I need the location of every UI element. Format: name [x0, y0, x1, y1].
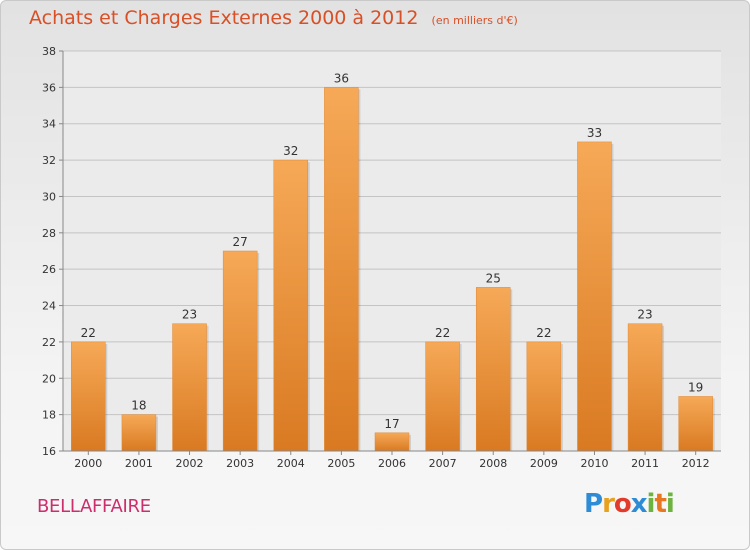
x-tick-label-2003: 2003	[226, 457, 254, 470]
data-label-2001: 18	[131, 399, 146, 413]
y-tick-label: 24	[42, 300, 56, 313]
y-tick-label: 18	[42, 409, 56, 422]
bar-2007	[425, 341, 460, 452]
data-label-2009: 22	[536, 326, 551, 340]
bar-2009	[526, 341, 562, 452]
x-tick-label-2012: 2012	[682, 457, 710, 470]
plot-area	[63, 51, 721, 451]
x-tick-label-2000: 2000	[74, 457, 102, 470]
data-label-2003: 27	[233, 235, 248, 249]
y-tick-label: 16	[42, 445, 56, 458]
bar-2006	[374, 432, 410, 452]
bar-2005	[324, 87, 359, 452]
x-tick-label-2010: 2010	[580, 457, 608, 470]
bar-2003	[222, 250, 258, 452]
y-tick-label: 38	[42, 45, 56, 58]
y-axis: 16 18 20 22 24 26 28 30 32 34 36 38	[42, 45, 64, 458]
bar-2000	[71, 341, 106, 452]
data-label-2011: 23	[637, 308, 652, 322]
y-tick-label: 20	[42, 372, 56, 385]
bar-2011	[627, 323, 663, 452]
x-tick-label-2002: 2002	[176, 457, 204, 470]
bar-2004	[273, 159, 309, 452]
proxiti-logo[interactable]: Proxiti	[584, 489, 675, 519]
y-tick-label: 36	[42, 81, 56, 94]
x-tick-label-2009: 2009	[530, 457, 558, 470]
data-label-2004: 32	[283, 144, 298, 158]
data-labels: 22 18 23 27 32 36 17 22 25 22 33 23 19	[81, 71, 704, 430]
bars	[71, 87, 715, 452]
x-tick-label-2011: 2011	[631, 457, 659, 470]
bar-2012	[678, 396, 713, 452]
data-label-2008: 25	[486, 271, 501, 285]
grid-lines	[63, 50, 721, 452]
data-label-2006: 17	[384, 417, 399, 431]
x-tick-label-2008: 2008	[479, 457, 507, 470]
data-label-2000: 22	[81, 326, 96, 340]
data-label-2010: 33	[587, 126, 602, 140]
chart-title: Achats et Charges Externes 2000 à 2012	[29, 7, 419, 29]
data-label-2002: 23	[182, 308, 197, 322]
data-label-2012: 19	[688, 380, 703, 394]
bar-2008	[475, 287, 511, 452]
data-label-2007: 22	[435, 326, 450, 340]
y-tick-label: 32	[42, 154, 56, 167]
y-tick-label: 28	[42, 227, 56, 240]
y-tick-label: 34	[42, 118, 56, 131]
bar-2010	[577, 141, 612, 452]
bar-2002	[172, 323, 207, 452]
y-tick-label: 26	[42, 263, 56, 276]
x-tick-label-2001: 2001	[125, 457, 153, 470]
bar-2001	[121, 414, 157, 452]
x-tick-label-2005: 2005	[327, 457, 355, 470]
x-tick-label-2007: 2007	[429, 457, 457, 470]
x-tick-label-2006: 2006	[378, 457, 406, 470]
data-label-2005: 36	[334, 71, 349, 85]
commune-name: BELLAFFAIRE	[37, 496, 151, 517]
x-axis: 2000 2001 2002 2003 2004 2005 2006 2007 2008 2009…	[63, 450, 721, 470]
y-tick-label: 22	[42, 336, 56, 349]
chart-subtitle: (en milliers d'€)	[431, 14, 518, 27]
title-row: Achats et Charges Externes 2000 à 2012 (…	[29, 7, 518, 29]
x-tick-label-2004: 2004	[277, 457, 305, 470]
y-tick-label: 30	[42, 190, 56, 203]
